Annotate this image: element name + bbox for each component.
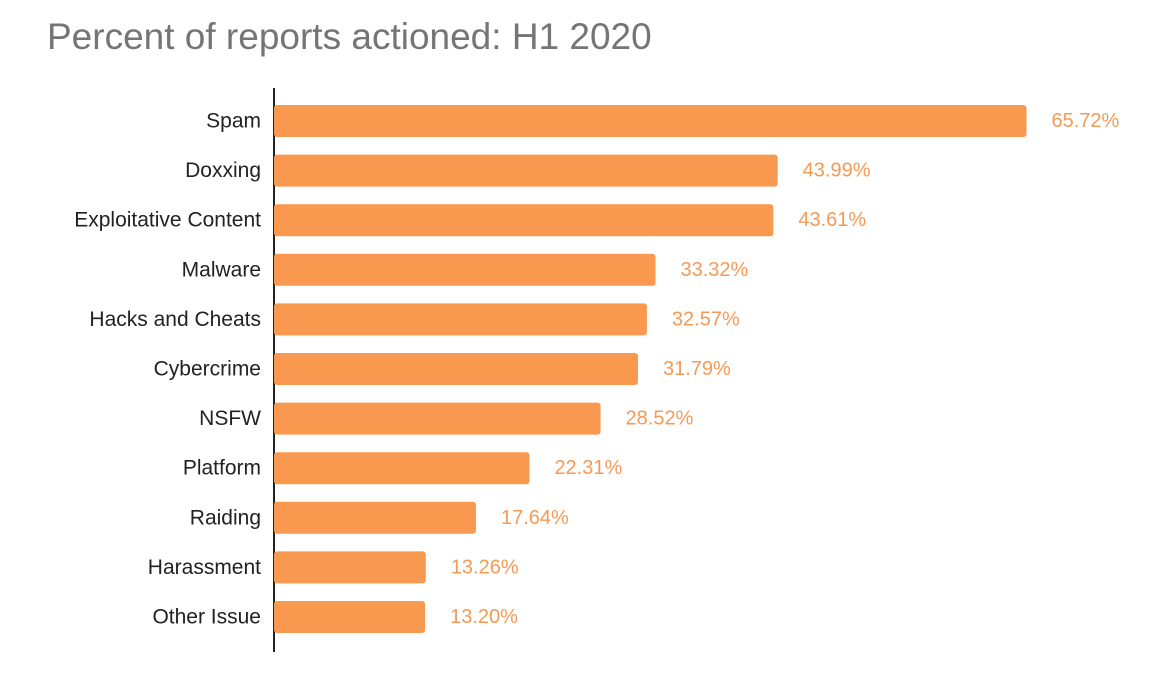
value-label: 28.52%	[626, 408, 694, 430]
category-label: Hacks and Cheats	[89, 308, 261, 331]
value-label: 22.31%	[554, 457, 622, 479]
category-label: Spam	[206, 110, 261, 133]
bar-cybercrime	[274, 353, 638, 385]
category-label: Doxxing	[185, 159, 261, 182]
chart-title: Percent of reports actioned: H1 2020	[47, 16, 652, 57]
bar-other-issue	[274, 601, 426, 633]
value-label: 33.32%	[681, 259, 749, 281]
category-label: Malware	[182, 258, 261, 281]
category-label: Raiding	[190, 506, 261, 529]
category-label: Platform	[183, 457, 261, 480]
category-label: Harassment	[148, 556, 261, 579]
category-label: Exploitative Content	[74, 209, 261, 232]
bar-raiding	[274, 501, 476, 534]
bar-doxxing	[274, 154, 778, 187]
bar-exploitative-content	[274, 204, 774, 237]
bar-harassment	[274, 551, 426, 584]
category-label: NSFW	[199, 407, 261, 430]
category-label: Other Issue	[152, 606, 261, 629]
bar-malware	[274, 253, 656, 286]
value-label: 43.61%	[798, 209, 866, 231]
bar-hacks-and-cheats	[274, 303, 647, 336]
value-label: 43.99%	[803, 160, 871, 182]
value-label: 32.57%	[672, 308, 740, 330]
value-label: 65.72%	[1051, 110, 1119, 132]
value-label: 13.26%	[451, 556, 519, 578]
bar-spam	[274, 105, 1027, 137]
bar-platform	[274, 452, 530, 485]
value-label: 13.20%	[450, 606, 518, 628]
value-label: 31.79%	[663, 358, 731, 380]
value-label: 17.64%	[501, 507, 569, 529]
bar-nsfw	[274, 402, 601, 435]
category-label: Cybercrime	[154, 358, 261, 381]
